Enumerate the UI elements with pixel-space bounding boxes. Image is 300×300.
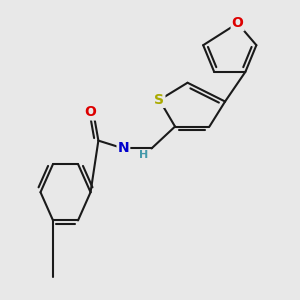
Text: S: S <box>154 93 164 107</box>
Text: O: O <box>84 106 96 119</box>
Text: O: O <box>232 16 244 30</box>
Text: H: H <box>139 150 148 160</box>
Text: N: N <box>118 141 129 155</box>
